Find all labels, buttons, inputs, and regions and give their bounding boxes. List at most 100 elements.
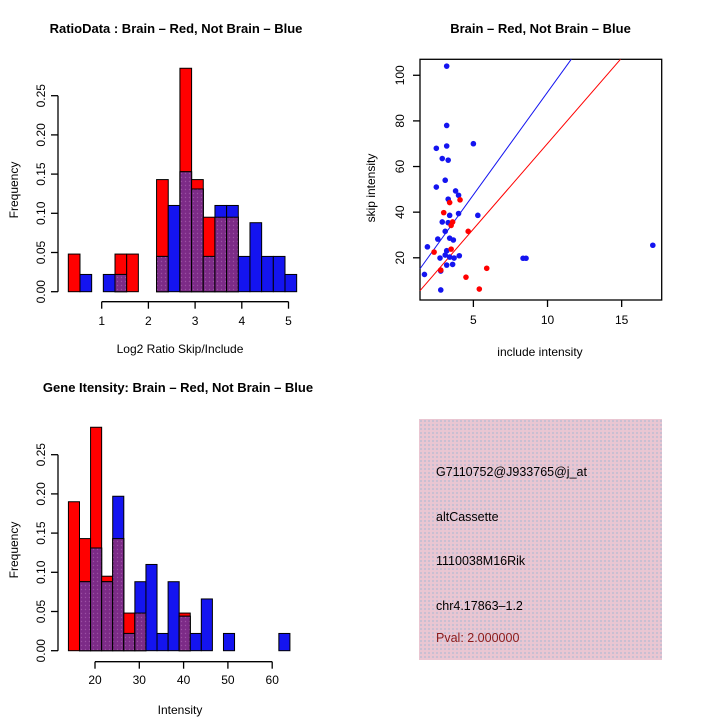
gene-intensity-histogram-y-tick-label: 0.15 [34, 521, 48, 545]
intensity-scatter-abline-blue [419, 59, 572, 270]
ratio-histogram-bar-overlap [156, 255, 169, 293]
gene-intensity-histogram-y-tick-label: 0.10 [34, 560, 48, 584]
intensity-scatter-plot: 5 10 15 20 40 60 80 100 [393, 58, 663, 327]
intensity-scatter-point-blue [470, 140, 477, 147]
gene-intensity-histogram-bar-overlap [112, 538, 125, 652]
gene-histogram-ylabel: Frequency [7, 521, 21, 579]
intensity-scatter-point-blue [446, 254, 453, 260]
intensity-scatter-point-blue [443, 122, 450, 129]
ratio-histogram-y-tick-label: 0.10 [34, 201, 48, 225]
gene-intensity-histogram-bar-overlap [178, 615, 191, 652]
intensity-scatter-point-blue [443, 143, 450, 149]
intensity-scatter-point-red [463, 274, 469, 280]
intensity-scatter-point-blue [433, 184, 440, 190]
intensity-scatter-point-blue [437, 255, 443, 261]
intensity-scatter-point-blue [424, 244, 431, 250]
gene-intensity-histogram-x-tick-label: 30 [133, 673, 147, 687]
gene-intensity-histogram-bar-blue [156, 632, 169, 652]
gene-intensity-histogram-bar-blue [167, 581, 180, 652]
intensity-scatter-point-blue [442, 252, 449, 258]
intensity-scatter-x-tick-label: 15 [615, 313, 629, 327]
gene-info-panel: G7110752@J933765@j_at altCassette 111003… [419, 419, 662, 660]
ratio-histogram-bar-blue [237, 255, 251, 293]
intensity-scatter-point-blue [650, 242, 656, 249]
intensity-scatter-point-red [483, 265, 490, 272]
intensity-scatter-point-blue [445, 157, 451, 163]
intensity-scatter-point-red [457, 197, 463, 203]
intensity-scatter-point-blue [437, 287, 444, 293]
intensity-scatter-point-blue [434, 236, 441, 242]
intensity-scatter-point-red [465, 228, 471, 235]
ratio-histogram-bar-blue [272, 255, 286, 293]
intensity-scatter-point-blue [450, 237, 457, 243]
ratio-histogram-bar-overlap [226, 216, 239, 293]
intensity-scatter-y-tick-label: 60 [393, 160, 407, 174]
ratio-histogram-bar-overlap [191, 188, 204, 293]
intensity-scatter-y-tick-label: 100 [393, 65, 407, 85]
intensity-scatter-point-blue [442, 228, 449, 235]
ratio-histogram-y-tick-label: 0.00 [34, 280, 48, 304]
pval-text: Pval: 2.000000 [436, 631, 520, 645]
ratio-histogram-title: RatioData : Brain – Red, Not Brain – Blu… [49, 21, 303, 36]
ratio-histogram-y-tick-label: 0.25 [34, 84, 48, 108]
intensity-scatter-point-red [437, 267, 444, 273]
intensity-scatter-point-blue [443, 247, 450, 254]
ratio-histogram-bar-red [126, 253, 139, 293]
gene-intensity-histogram-x-tick-label: 60 [266, 673, 280, 687]
ratio-histogram-y-tick-label: 0.20 [34, 123, 48, 147]
gene-intensity-histogram-bar-blue [145, 563, 158, 652]
intensity-scatter-point-red [448, 222, 454, 229]
ratio-histogram-plot: 0.00 0.05 0.10 0.15 0.20 0.25 1 2 3 4 5 [34, 67, 298, 328]
gene-intensity-histogram-bar-overlap [78, 581, 92, 652]
ratio-histogram-x-tick-label: 5 [285, 314, 292, 328]
intensity-scatter-point-blue [455, 192, 462, 199]
gene-intensity-histogram-bar-overlap [90, 547, 103, 652]
intensity-scatter-point-blue [443, 262, 450, 268]
intensity-scatter-point-blue [421, 271, 428, 278]
intensity-scatter-point-blue [443, 63, 450, 69]
ratio-histogram-ylabel: Frequency [7, 161, 21, 219]
gene-intensity-histogram-x-tick-label: 20 [88, 673, 102, 687]
gene-intensity-histogram-bar-blue [189, 632, 202, 652]
intensity-scatter-point-blue [475, 212, 481, 219]
intensity-scatter-point-red [431, 249, 437, 255]
gene-intensity-histogram-plot: 0.00 0.05 0.10 0.15 0.20 0.25 20 30 40 50 60 [34, 426, 291, 687]
ratio-histogram-bar-overlap [114, 273, 128, 293]
intensity-scatter-y-tick-label: 40 [393, 205, 407, 219]
gene-name-text: 1110038M16Rik [436, 554, 526, 568]
gene-intensity-histogram-y-tick-label: 0.25 [34, 443, 48, 467]
intensity-scatter-point-blue [451, 255, 457, 261]
intensity-scatter-point-blue [439, 155, 446, 162]
intensity-scatter-y-tick-label: 20 [393, 251, 407, 265]
ratio-histogram-bar-overlap [179, 171, 193, 293]
intensity-scatter-point-red [446, 199, 453, 206]
intensity-scatter-box [419, 58, 663, 301]
ratio-histogram-bar-blue [102, 273, 116, 293]
probe-id-text: G7110752@J933765@j_at [436, 465, 587, 479]
ratio-histogram-bar-blue [261, 255, 274, 293]
scatter-title: Brain – Red, Not Brain – Blue [450, 21, 631, 36]
gene-intensity-histogram-x-tick-label: 50 [221, 673, 235, 687]
ratio-histogram-y-tick-label: 0.15 [34, 162, 48, 186]
intensity-scatter-point-red [448, 246, 454, 252]
scatter-xlabel: include intensity [497, 345, 583, 359]
ratio-histogram-x-tick-label: 4 [238, 314, 245, 328]
intensity-scatter-point-red [440, 209, 447, 216]
gene-intensity-histogram-y-tick-label: 0.05 [34, 599, 48, 623]
gene-intensity-histogram-y-tick-label: 0.20 [34, 482, 48, 506]
intensity-scatter-point-blue [442, 177, 449, 184]
ratio-histogram-bar-red [67, 253, 81, 293]
gene-intensity-histogram-y-tick-label: 0.00 [34, 639, 48, 663]
ratio-histogram-xlabel: Log2 Ratio Skip/Include [116, 342, 244, 356]
gene-intensity-histogram-bar-red [67, 501, 80, 652]
ratio-histogram-y-tick-label: 0.05 [34, 240, 48, 264]
gene-intensity-histogram-bar-overlap [123, 632, 136, 652]
ratio-histogram-x-tick-label: 2 [145, 314, 152, 328]
intensity-scatter-point-blue [456, 252, 463, 259]
intensity-scatter-point-blue [523, 255, 529, 262]
ratio-histogram-x-tick-label: 3 [192, 314, 199, 328]
locus-text: chr4.17863–1.2 [436, 599, 523, 613]
ratio-histogram-bar-blue [79, 273, 93, 293]
event-type-text: altCassette [436, 510, 499, 524]
